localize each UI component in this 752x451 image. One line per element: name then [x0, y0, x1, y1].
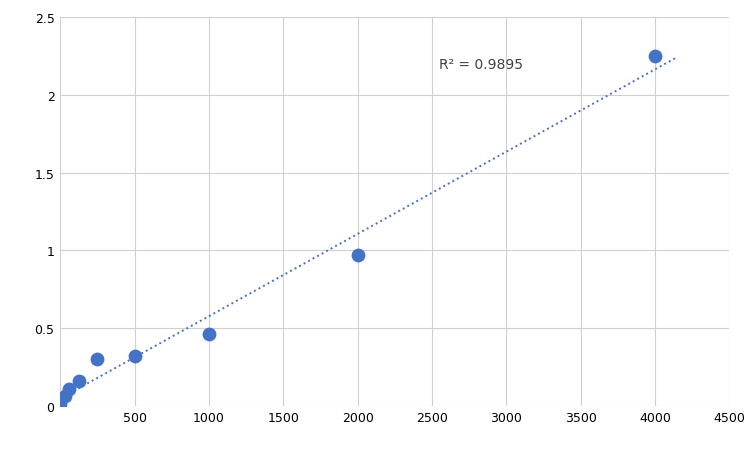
Point	[91, 356, 103, 363]
Point	[63, 385, 75, 392]
Point	[54, 401, 66, 408]
Point	[59, 393, 71, 400]
Point	[73, 377, 85, 385]
Point	[649, 53, 661, 60]
Point	[352, 252, 364, 259]
Point	[129, 353, 141, 360]
Point	[203, 331, 215, 338]
Text: R² = 0.9895: R² = 0.9895	[439, 58, 523, 72]
